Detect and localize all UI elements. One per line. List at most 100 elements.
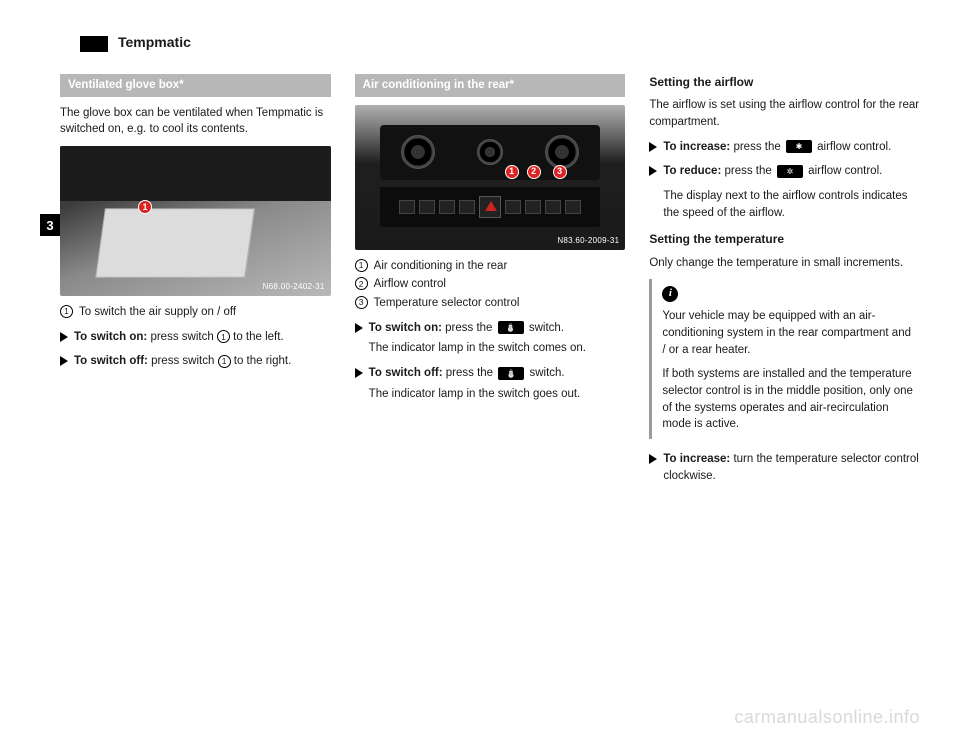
- rear-on-rest: press the: [442, 322, 496, 334]
- bullet-switch-off: To switch off: press switch 1 to the rig…: [60, 353, 331, 370]
- bullet-rear-off: To switch off: press the ⛄ switch. The i…: [355, 365, 626, 402]
- airflow-display-note: The display next to the airflow controls…: [649, 188, 920, 221]
- section-header-rear-ac: Air conditioning in the rear*: [355, 74, 626, 97]
- ac-btn: [545, 200, 561, 214]
- hazard-button: [479, 196, 501, 218]
- triangle-bullet-icon: [649, 142, 657, 152]
- temperature-intro: Only change the temperature in small inc…: [649, 255, 920, 272]
- bullet-switch-on: To switch on: press switch 1 to the left…: [60, 329, 331, 346]
- switch-on-tail: to the left.: [230, 331, 284, 343]
- callout-3: 3: [553, 165, 567, 179]
- rear-off-sub: The indicator lamp in the switch goes ou…: [369, 386, 581, 403]
- fan-decrease-icon: ✲: [777, 165, 803, 178]
- ac-panel-shape: [380, 125, 601, 180]
- rear-off-bold: To switch off:: [369, 367, 443, 379]
- airflow-inc-rest: press the: [730, 141, 784, 153]
- info-text-2: If both systems are installed and the te…: [662, 366, 916, 433]
- callout-1: 1: [505, 165, 519, 179]
- switch-on-rest: press switch: [147, 331, 217, 343]
- glovebox-intro: The glove box can be ventilated when Tem…: [60, 105, 331, 138]
- triangle-bullet-icon: [355, 368, 363, 378]
- ac-btn: [565, 200, 581, 214]
- bullet-temp-increase: To increase: turn the temperature select…: [649, 451, 920, 484]
- section-header-glovebox: Ventilated glove box*: [60, 74, 331, 97]
- circled-2-icon: 2: [355, 277, 368, 290]
- dashboard-shape: [60, 146, 331, 201]
- legend-1-1: 1 To switch the air supply on / off: [60, 304, 331, 321]
- rear-on-tail: switch.: [526, 322, 564, 334]
- circled-1-icon: 1: [60, 305, 73, 318]
- airflow-increase-text: To increase: press the ✱ airflow control…: [663, 139, 891, 156]
- ac-btn: [399, 200, 415, 214]
- dial-mid: [477, 139, 503, 165]
- legend-2-2: 2 Airflow control: [355, 276, 626, 293]
- bullet-rear-off-text: To switch off: press the ⛄ switch. The i…: [369, 365, 581, 402]
- columns: Ventilated glove box* The glove box can …: [60, 74, 920, 493]
- ac-btn: [459, 200, 475, 214]
- legend-1-1-text: To switch the air supply on / off: [79, 304, 236, 321]
- legend-2-3: 3 Temperature selector control: [355, 295, 626, 312]
- bullet-airflow-increase: To increase: press the ✱ airflow control…: [649, 139, 920, 156]
- ac-btn: [439, 200, 455, 214]
- watermark: carmanualsonline.info: [734, 707, 920, 728]
- page-number-tab: 3: [40, 214, 60, 236]
- airflow-red-rest: press the: [721, 165, 775, 177]
- figure-label-2: N83.60-2009-31: [557, 235, 619, 247]
- page-title: Tempmatic: [118, 34, 191, 50]
- triangle-bullet-icon: [649, 166, 657, 176]
- switch-off-bold: To switch off:: [74, 355, 148, 367]
- info-box: i Your vehicle may be equipped with an a…: [649, 279, 920, 439]
- airflow-intro: The airflow is set using the airflow con…: [649, 97, 920, 130]
- ac-btn: [525, 200, 541, 214]
- bullet-airflow-reduce: To reduce: press the ✲ airflow control.: [649, 163, 920, 180]
- switch-off-rest: press switch: [148, 355, 218, 367]
- temp-inc-bold: To increase:: [663, 453, 730, 465]
- header-marker: [80, 36, 108, 52]
- figure-rear-ac: 1 2 3 N83.60-2009-31: [355, 105, 626, 250]
- triangle-bullet-icon: [355, 323, 363, 333]
- glovebox-shape: [95, 208, 255, 278]
- figure-glovebox: 1 N68.00-2402-31: [60, 146, 331, 296]
- column-1: Ventilated glove box* The glove box can …: [60, 74, 331, 493]
- circled-1-inline-icon: 1: [218, 355, 231, 368]
- bullet-switch-on-text: To switch on: press switch 1 to the left…: [74, 329, 284, 346]
- airflow-red-tail: airflow control.: [805, 165, 882, 177]
- airflow-red-bold: To reduce:: [663, 165, 721, 177]
- column-3: Setting the airflow The airflow is set u…: [649, 74, 920, 493]
- ac-button-row: [380, 187, 601, 227]
- page: Tempmatic 3 Ventilated glove box* The gl…: [0, 0, 960, 742]
- legend-2-2-text: Airflow control: [374, 276, 446, 293]
- dial-left: [401, 135, 435, 169]
- legend-2-1: 1 Air conditioning in the rear: [355, 258, 626, 275]
- airflow-inc-bold: To increase:: [663, 141, 730, 153]
- info-icon: i: [662, 286, 678, 302]
- column-2: Air conditioning in the rear*: [355, 74, 626, 493]
- subhead-airflow: Setting the airflow: [649, 74, 920, 91]
- rear-off-rest: press the: [443, 367, 497, 379]
- rear-on-sub: The indicator lamp in the switch comes o…: [369, 340, 586, 357]
- legend-2-1-text: Air conditioning in the rear: [374, 258, 508, 275]
- callout-1: 1: [138, 200, 152, 214]
- bullet-rear-on-text: To switch on: press the ⛄ switch. The in…: [369, 320, 586, 357]
- figure-label-1: N68.00-2402-31: [263, 281, 325, 293]
- airflow-reduce-text: To reduce: press the ✲ airflow control.: [663, 163, 882, 180]
- callout-2: 2: [527, 165, 541, 179]
- rear-ac-switch-icon: ⛄: [498, 321, 524, 334]
- info-text-1: Your vehicle may be equipped with an air…: [662, 308, 916, 358]
- ac-btn: [505, 200, 521, 214]
- circled-1-inline-icon: 1: [217, 330, 230, 343]
- rear-on-bold: To switch on:: [369, 322, 442, 334]
- subhead-temperature: Setting the temperature: [649, 231, 920, 248]
- legend-2-3-text: Temperature selector control: [374, 295, 520, 312]
- triangle-bullet-icon: [60, 356, 68, 366]
- circled-1-icon: 1: [355, 259, 368, 272]
- rear-ac-switch-icon: ⛄: [498, 367, 524, 380]
- triangle-bullet-icon: [60, 332, 68, 342]
- switch-on-bold: To switch on:: [74, 331, 147, 343]
- switch-off-tail: to the right.: [231, 355, 292, 367]
- airflow-inc-tail: airflow control.: [814, 141, 891, 153]
- bullet-rear-on: To switch on: press the ⛄ switch. The in…: [355, 320, 626, 357]
- temp-increase-text: To increase: turn the temperature select…: [663, 451, 920, 484]
- circled-3-icon: 3: [355, 296, 368, 309]
- fan-increase-icon: ✱: [786, 140, 812, 153]
